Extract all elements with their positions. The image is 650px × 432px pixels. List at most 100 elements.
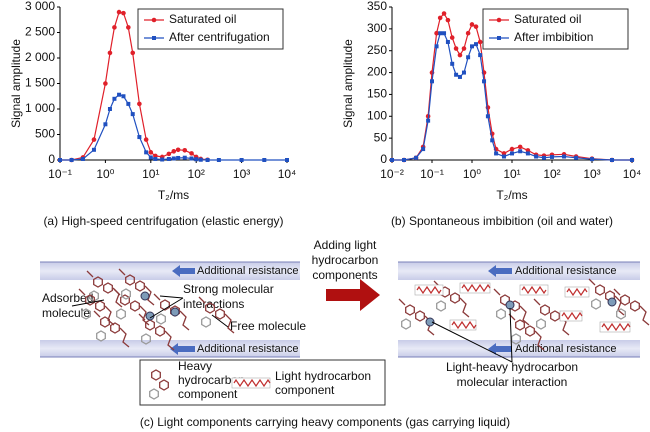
y-tick-label: 2 500 <box>25 25 55 39</box>
point <box>390 158 394 162</box>
legend-marker <box>152 36 156 40</box>
point <box>449 35 455 40</box>
ring <box>116 308 126 320</box>
x-tick-label: 10² <box>188 167 205 181</box>
point <box>442 31 447 36</box>
point <box>438 31 443 36</box>
point <box>148 150 154 155</box>
pointer <box>71 295 229 328</box>
point <box>107 50 113 56</box>
label-line: Adding light <box>314 238 377 252</box>
legend-label: After imbibition <box>514 30 593 44</box>
y-tick-label: 1 000 <box>25 101 55 115</box>
light-chain <box>451 320 477 330</box>
adding-label: Adding light hydrocarbon components <box>312 238 379 282</box>
point <box>107 107 112 111</box>
label-line: Strong molecular <box>183 282 274 296</box>
point <box>482 79 487 84</box>
point <box>130 112 135 117</box>
point <box>490 138 495 143</box>
caption: (a) High-speed centrifugation (elastic e… <box>43 214 283 228</box>
resistance-arrow <box>170 343 195 355</box>
x-tick-label: 10⁻² <box>380 167 404 181</box>
chain <box>153 293 190 331</box>
ring <box>96 330 106 342</box>
y-tick-label: 300 <box>367 21 387 35</box>
legend-marker <box>496 17 502 23</box>
x-axis-label: T₂/ms <box>158 188 189 202</box>
y-axis-label: Signal amplitude <box>341 39 355 128</box>
ring <box>110 322 120 334</box>
pore-wall <box>40 262 300 280</box>
ring <box>515 319 525 331</box>
label-line: components <box>312 268 377 282</box>
point <box>470 44 474 49</box>
ring <box>500 294 510 306</box>
ring <box>141 333 151 345</box>
point <box>171 149 177 154</box>
point <box>103 81 108 86</box>
resistance-label: Additional resistance <box>515 265 617 277</box>
x-tick-label: 10⁰ <box>96 167 114 181</box>
legend-marker <box>151 17 157 23</box>
point <box>194 157 199 162</box>
light-chain <box>461 283 491 293</box>
point <box>534 154 539 159</box>
x-tick-label: 10³ <box>233 167 250 181</box>
point <box>144 150 149 155</box>
point <box>609 158 614 162</box>
atom <box>140 291 150 301</box>
series-line <box>60 94 287 161</box>
x-tick-label: 10¹ <box>503 167 520 181</box>
point <box>501 154 506 159</box>
resistance-label: Additional resistance <box>515 343 617 355</box>
process-arrow <box>326 279 380 311</box>
y-tick-label: 0 <box>380 152 387 166</box>
y-tick-label: 100 <box>367 108 387 122</box>
point <box>510 151 514 156</box>
point <box>478 53 483 58</box>
atom <box>170 307 180 317</box>
label-line: molecular interaction <box>457 375 568 389</box>
ring <box>620 294 630 306</box>
pore-wall <box>40 340 300 357</box>
point <box>137 135 142 140</box>
point <box>494 151 499 156</box>
legend-box <box>137 8 284 50</box>
point <box>437 15 443 21</box>
ring <box>100 316 110 328</box>
ring <box>415 310 425 322</box>
point <box>153 156 158 161</box>
y-tick-label: 500 <box>35 127 55 141</box>
point <box>590 157 594 162</box>
point <box>112 25 117 30</box>
ring <box>125 274 135 286</box>
label-line: interactions <box>183 297 244 311</box>
point <box>166 156 171 161</box>
strong-label: Strong molecular interactions <box>183 282 274 311</box>
point <box>445 39 450 44</box>
point <box>465 30 471 36</box>
ring <box>130 300 140 312</box>
chain <box>613 288 650 326</box>
point <box>562 154 567 159</box>
point <box>285 158 289 162</box>
point <box>454 72 459 77</box>
point <box>477 39 483 45</box>
point <box>262 158 267 162</box>
ring <box>525 325 535 337</box>
point <box>550 154 554 159</box>
y-tick-label: 200 <box>367 65 387 79</box>
point <box>80 156 85 161</box>
chain <box>398 298 435 336</box>
point <box>414 155 419 160</box>
ring <box>201 316 211 328</box>
point <box>216 158 221 162</box>
point <box>91 137 97 142</box>
point <box>518 149 523 154</box>
y-tick-label: 150 <box>367 87 387 101</box>
label-line: hydrocarbon <box>312 253 379 267</box>
point <box>239 158 244 162</box>
ring <box>496 308 506 320</box>
